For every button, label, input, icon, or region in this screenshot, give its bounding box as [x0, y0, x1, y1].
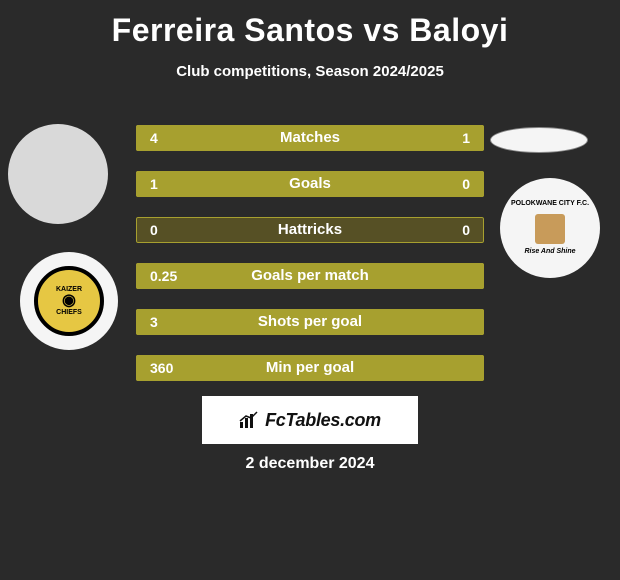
club-right-bottom-text: Rise And Shine: [524, 248, 575, 256]
stat-label: Hattricks: [136, 217, 484, 243]
stat-label: Shots per goal: [136, 309, 484, 335]
club-right-top-text: POLOKWANE CITY F.C.: [511, 200, 589, 208]
stat-label: Min per goal: [136, 355, 484, 381]
stat-value-left: 3: [150, 309, 158, 335]
branding-badge: FcTables.com: [202, 396, 418, 444]
stat-value-left: 0: [150, 217, 158, 243]
club-right-emblem: [535, 214, 565, 244]
stat-value-left: 0.25: [150, 263, 177, 289]
player-right-avatar: [490, 127, 588, 153]
stat-value-left: 360: [150, 355, 173, 381]
chart-icon: [239, 411, 259, 429]
club-right-logo: POLOKWANE CITY F.C. Rise And Shine: [500, 178, 600, 278]
stat-label: Goals: [136, 171, 484, 197]
stat-label: Matches: [136, 125, 484, 151]
page-title: Ferreira Santos vs Baloyi: [0, 0, 620, 49]
stats-container: Matches41Goals10Hattricks00Goals per mat…: [136, 125, 484, 401]
stat-row: Shots per goal3: [136, 309, 484, 335]
club-left-bottom-text: CHIEFS: [56, 309, 82, 316]
stat-value-right: 0: [462, 217, 470, 243]
stat-label: Goals per match: [136, 263, 484, 289]
stat-row: Hattricks0 0: [136, 217, 484, 243]
stat-value-right: 0: [462, 171, 470, 197]
stat-row: Min per goal360: [136, 355, 484, 381]
branding-text: FcTables.com: [265, 410, 381, 431]
club-left-logo-inner: KAIZER ◉ CHIEFS: [34, 266, 104, 336]
stat-row: Matches4 1: [136, 125, 484, 151]
stat-value-right: 1: [462, 125, 470, 151]
stat-value-left: 1: [150, 171, 158, 197]
stat-row: Goals per match0.25: [136, 263, 484, 289]
stat-row: Goals1 0: [136, 171, 484, 197]
date-text: 2 december 2024: [0, 455, 620, 473]
club-left-logo: KAIZER ◉ CHIEFS: [20, 252, 118, 350]
player-left-avatar: [8, 124, 108, 224]
subtitle: Club competitions, Season 2024/2025: [0, 63, 620, 80]
stat-value-left: 4: [150, 125, 158, 151]
